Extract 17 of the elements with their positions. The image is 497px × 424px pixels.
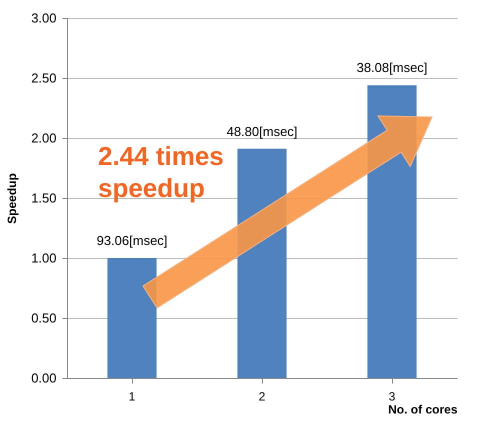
bar: [107, 258, 157, 378]
y-tick-label: 1.50: [31, 190, 56, 206]
annotation: 2.44 times speedup: [98, 140, 225, 204]
y-tick-label: 0.50: [31, 310, 56, 326]
x-tick-label: 3: [388, 390, 396, 404]
y-tick-label: 0.00: [31, 370, 56, 386]
annotation: 93.06[msec]: [96, 233, 168, 248]
y-tick-label: 3.00: [31, 10, 56, 26]
y-tick-label: 2.50: [31, 70, 56, 86]
y-axis-title: Speedup: [5, 173, 20, 224]
x-tick-label: 1: [128, 390, 136, 404]
x-axis-title: No. of cores: [388, 402, 458, 416]
annotation: 48.80[msec]: [226, 124, 298, 139]
y-tick-label: 2.00: [31, 130, 56, 146]
y-tick-label: 1.00: [31, 250, 56, 266]
x-tick-label: 2: [258, 390, 266, 404]
annotation: 38.08[msec]: [356, 60, 428, 76]
